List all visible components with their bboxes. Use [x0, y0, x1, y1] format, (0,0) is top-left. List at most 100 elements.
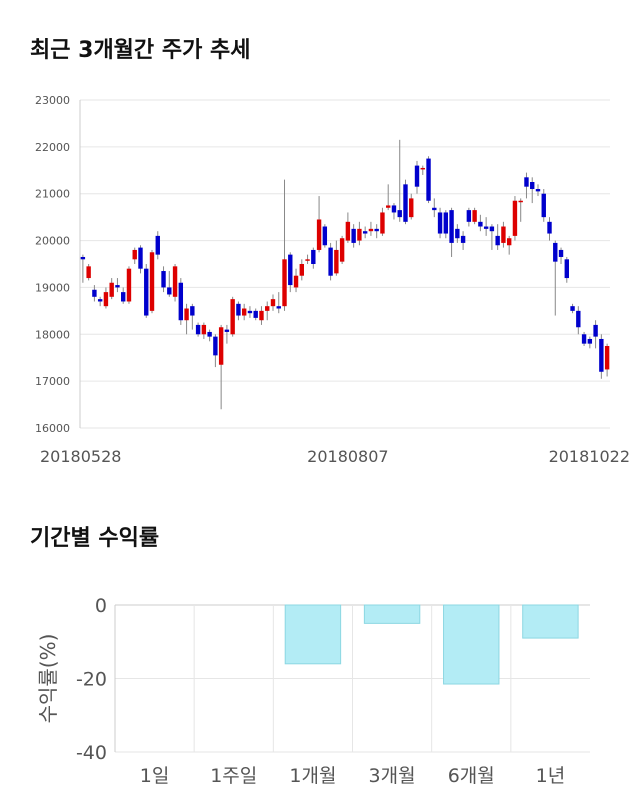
candle [213, 334, 218, 368]
candle [282, 179, 287, 311]
y-tick-label: 19000 [35, 281, 70, 294]
candle [397, 139, 402, 222]
candle [368, 221, 374, 236]
x-tick-label: 1주일 [210, 765, 257, 787]
candle [144, 264, 149, 318]
candle [599, 334, 604, 379]
candle-body [397, 210, 402, 218]
candle-body [483, 226, 489, 229]
candle-body [345, 221, 351, 241]
candle [201, 322, 207, 339]
candle [178, 278, 184, 325]
candle [132, 247, 137, 264]
candle-body [115, 285, 120, 288]
candle [311, 247, 316, 269]
y-tick-label: 16000 [35, 422, 70, 435]
candle [460, 231, 466, 250]
candle [581, 331, 587, 346]
return-bar [443, 604, 500, 685]
candle-body [190, 306, 195, 316]
candle [403, 179, 408, 225]
candle [512, 196, 518, 241]
candle [247, 306, 253, 318]
candle-body [207, 331, 212, 337]
candle [420, 165, 425, 175]
candle [103, 287, 109, 309]
candle [334, 240, 339, 276]
candle [426, 156, 431, 204]
candle [351, 224, 356, 248]
candle-body [391, 205, 397, 213]
candle-body [541, 193, 546, 218]
candle-body [276, 306, 281, 309]
candle-body [155, 235, 160, 255]
candle [414, 160, 420, 194]
candle-body [328, 247, 333, 276]
candle-body [432, 207, 437, 211]
returns-chart-title: 기간별 수익률 [30, 526, 160, 551]
y-tick-label: 20000 [35, 235, 70, 248]
x-tick-label: 20180807 [307, 447, 388, 466]
candle-body [593, 324, 598, 337]
candle-body [334, 249, 339, 274]
candle-body [241, 308, 247, 316]
candle-body [558, 249, 564, 257]
candle-body [466, 210, 472, 222]
candle-body [420, 167, 425, 170]
candle-body [437, 212, 443, 234]
candle-body [368, 228, 374, 232]
candle [380, 207, 385, 236]
candle [391, 203, 397, 220]
candle-body [564, 259, 569, 279]
candle-body [374, 228, 379, 232]
candle-body [570, 306, 575, 311]
candle-body [386, 205, 391, 208]
candle [253, 308, 258, 321]
candle-body [299, 264, 304, 276]
candle-body [587, 338, 593, 344]
candle [530, 177, 535, 204]
candle-body [126, 268, 132, 302]
candle [299, 259, 304, 281]
candle-body [80, 256, 86, 260]
candle-body [305, 259, 310, 261]
candle [184, 303, 189, 335]
candle-body [316, 219, 322, 250]
candle [265, 301, 270, 321]
candle [455, 224, 460, 243]
candle-body [92, 289, 97, 297]
candle-body [259, 310, 264, 321]
y-tick-label: 17000 [35, 375, 70, 388]
candle-body [357, 228, 362, 241]
y-tick-label: 23000 [35, 94, 70, 107]
y-axis-label: 수익률(%) [36, 634, 60, 724]
candle [316, 196, 322, 253]
candle-body [524, 177, 529, 187]
candle-body [414, 165, 420, 187]
candle [195, 322, 201, 337]
return-bar [522, 604, 579, 639]
candle [293, 268, 299, 293]
candle [541, 189, 546, 222]
candle [155, 231, 160, 260]
candle [149, 249, 155, 314]
candle [230, 296, 235, 337]
return-bar [363, 604, 421, 624]
candle-body [149, 252, 155, 311]
candle-body [97, 299, 103, 302]
candle-body [138, 247, 143, 269]
candle-body [478, 221, 483, 227]
candle-body [178, 282, 184, 321]
candle-body [293, 275, 299, 288]
candle-body [489, 226, 495, 232]
candle-body [195, 324, 201, 335]
y-tick-label: 18000 [35, 328, 70, 341]
candle-body [380, 212, 385, 234]
candle-body [265, 306, 270, 311]
candle [167, 271, 172, 297]
y-tick-label: 21000 [35, 188, 70, 201]
return-bar [284, 604, 342, 665]
candle-body [121, 292, 126, 302]
candle [345, 212, 351, 243]
candle-body [581, 334, 587, 344]
